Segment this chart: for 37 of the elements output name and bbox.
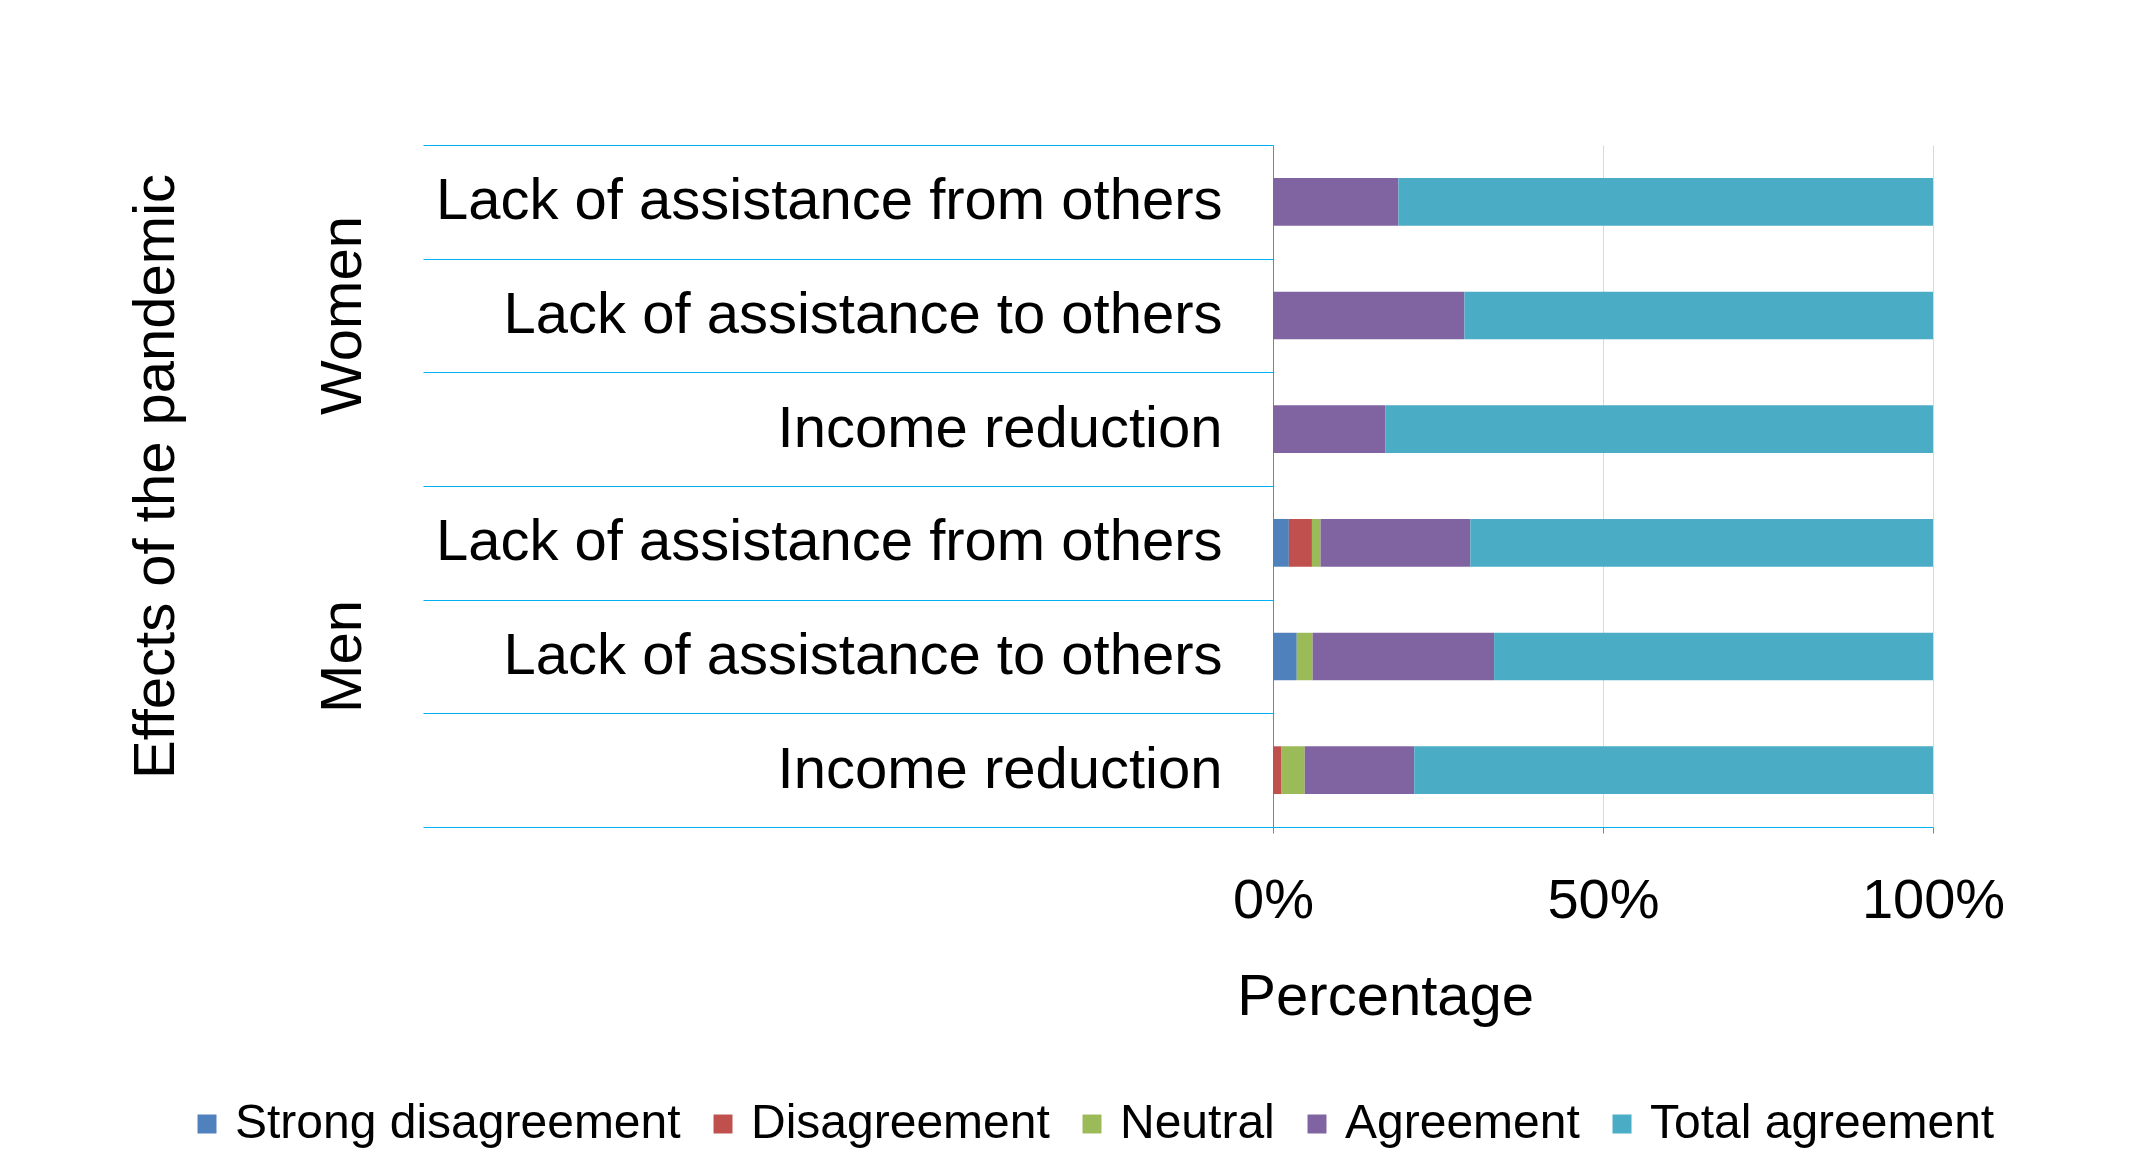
- bar: [1398, 177, 1933, 226]
- legend-label: Disagreement: [751, 1095, 1050, 1148]
- bar: [1273, 746, 1282, 795]
- legend-label: Strong disagreement: [235, 1095, 681, 1148]
- text: Women: [308, 216, 373, 415]
- bar: [1273, 177, 1399, 226]
- y-axis-title: Effects of the pandemic: [120, 173, 186, 780]
- bar: [1273, 405, 1386, 454]
- bar: [1470, 518, 1933, 567]
- bar: [1494, 632, 1933, 681]
- legend-label: Agreement: [1345, 1095, 1580, 1148]
- bar: [1385, 405, 1933, 454]
- legend-label: Neutral: [1120, 1095, 1275, 1148]
- bar: [1273, 632, 1297, 681]
- bar: [1288, 518, 1312, 567]
- x-axis-title: Percentage: [1237, 961, 1535, 1027]
- y-tick-label: Lack of assistance from others: [435, 507, 1223, 573]
- y-tick-label: Lack of assistance from others: [435, 166, 1223, 232]
- y-tick-label: Lack of assistance to others: [503, 280, 1223, 345]
- bar: [1414, 746, 1933, 795]
- text: Men: [308, 600, 373, 713]
- bar: [1464, 291, 1933, 340]
- y-tick-label: Income reduction: [777, 734, 1223, 800]
- bar: [1320, 518, 1471, 567]
- x-tick-label: 0%: [1233, 866, 1314, 930]
- bar: [1273, 291, 1465, 340]
- bar: [1311, 518, 1321, 567]
- legend-label: Total agreement: [1650, 1095, 1995, 1148]
- bar: [1312, 632, 1495, 681]
- bar: [1273, 518, 1289, 567]
- y-tick-label: Lack of assistance to others: [503, 621, 1223, 686]
- bar: [1304, 746, 1415, 795]
- x-tick-label: 50%: [1547, 866, 1660, 930]
- y-tick-label: Income reduction: [777, 393, 1223, 459]
- bar: [1296, 632, 1313, 681]
- x-tick-label: 100%: [1861, 866, 2006, 930]
- bar: [1281, 746, 1305, 795]
